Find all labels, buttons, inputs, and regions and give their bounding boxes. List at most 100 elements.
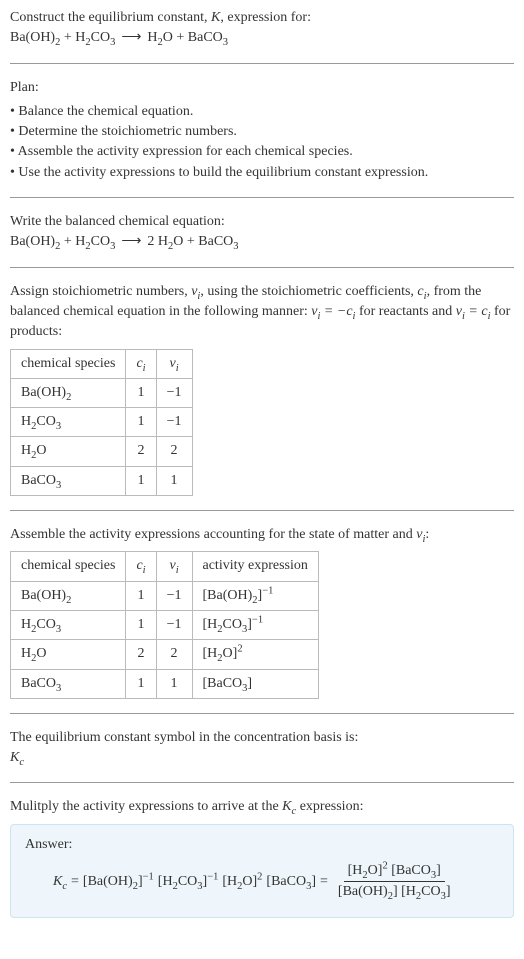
fraction-numerator: [H2O]2 [BaCO3] bbox=[344, 861, 445, 882]
cell-ci: 1 bbox=[126, 610, 156, 639]
cell-species: H2O bbox=[11, 437, 126, 466]
stoich-text-b: , using the stoichiometric coefficients, bbox=[200, 284, 417, 299]
col-activity: activity expression bbox=[192, 552, 318, 581]
table-row: Ba(OH)21−1[Ba(OH)2]−1 bbox=[11, 581, 319, 610]
col-ci: ci bbox=[126, 552, 156, 581]
divider bbox=[10, 782, 514, 783]
answer-term: [Ba(OH)2]−1 bbox=[83, 872, 154, 892]
table-row: BaCO311[BaCO3] bbox=[11, 669, 319, 698]
table-row: H2O22 bbox=[11, 437, 193, 466]
cell-species: H2CO3 bbox=[11, 408, 126, 437]
activity-text: Assemble the activity expressions accoun… bbox=[10, 525, 514, 545]
answer-term: [H2CO3]−1 bbox=[158, 872, 219, 892]
plan-item: Determine the stoichiometric numbers. bbox=[10, 122, 514, 142]
answer-term: [BaCO3] bbox=[266, 872, 316, 892]
plan-block: Plan: Balance the chemical equation. Det… bbox=[10, 78, 514, 183]
activity-text-a: Assemble the activity expressions accoun… bbox=[10, 527, 416, 542]
intro-line: Construct the equilibrium constant, K, e… bbox=[10, 8, 514, 28]
intro-block: Construct the equilibrium constant, K, e… bbox=[10, 8, 514, 49]
plan-heading: Plan: bbox=[10, 78, 514, 98]
divider bbox=[10, 197, 514, 198]
answer-lhs: Kc bbox=[53, 872, 67, 892]
cell-ci: 2 bbox=[126, 437, 156, 466]
stoich-ci: ci bbox=[417, 284, 426, 299]
col-ci: ci bbox=[126, 349, 156, 378]
cell-species: Ba(OH)2 bbox=[11, 581, 126, 610]
intro-equation: Ba(OH)2 + H2CO3⟶H2O + BaCO3 bbox=[10, 28, 514, 48]
stoich-block: Assign stoichiometric numbers, νi, using… bbox=[10, 282, 514, 496]
intro-k: K bbox=[211, 10, 220, 25]
activity-table: chemical species ci νi activity expressi… bbox=[10, 551, 319, 698]
divider bbox=[10, 510, 514, 511]
activity-text-b: : bbox=[425, 527, 429, 542]
final-block: Mulitply the activity expressions to arr… bbox=[10, 797, 514, 817]
table-row: H2CO31−1 bbox=[11, 408, 193, 437]
col-nu: νi bbox=[156, 552, 192, 581]
cell-ci: 2 bbox=[126, 640, 156, 669]
cell-ci: 1 bbox=[126, 408, 156, 437]
table-row: BaCO311 bbox=[11, 466, 193, 495]
table-header-row: chemical species ci νi activity expressi… bbox=[11, 552, 319, 581]
stoich-table: chemical species ci νi Ba(OH)21−1 H2CO31… bbox=[10, 349, 193, 496]
equals: = bbox=[71, 872, 79, 892]
final-kc: Kc bbox=[282, 799, 296, 814]
equals: = bbox=[320, 872, 328, 892]
cell-nu: 2 bbox=[156, 437, 192, 466]
intro-post: , expression for: bbox=[220, 10, 311, 25]
plan-item: Balance the chemical equation. bbox=[10, 102, 514, 122]
table-header-row: chemical species ci νi bbox=[11, 349, 193, 378]
cell-ci: 1 bbox=[126, 466, 156, 495]
cell-nu: 2 bbox=[156, 640, 192, 669]
cell-ci: 1 bbox=[126, 378, 156, 407]
table-row: H2CO31−1[H2CO3]−1 bbox=[11, 610, 319, 639]
balanced-block: Write the balanced chemical equation: Ba… bbox=[10, 212, 514, 253]
cell-ci: 1 bbox=[126, 581, 156, 610]
divider bbox=[10, 267, 514, 268]
answer-term: [H2O]2 bbox=[222, 872, 262, 892]
cell-species: Ba(OH)2 bbox=[11, 378, 126, 407]
balanced-equation: Ba(OH)2 + H2CO3⟶2 H2O + BaCO3 bbox=[10, 232, 514, 252]
stoich-rel-react: νi = −ci bbox=[311, 304, 355, 319]
col-species: chemical species bbox=[11, 349, 126, 378]
cell-activity: [Ba(OH)2]−1 bbox=[192, 581, 318, 610]
col-nu: νi bbox=[156, 349, 192, 378]
balanced-heading: Write the balanced chemical equation: bbox=[10, 212, 514, 232]
final-text-a: Mulitply the activity expressions to arr… bbox=[10, 799, 282, 814]
cell-nu: −1 bbox=[156, 408, 192, 437]
cell-nu: −1 bbox=[156, 581, 192, 610]
cell-species: BaCO3 bbox=[11, 466, 126, 495]
plan-item: Use the activity expressions to build th… bbox=[10, 163, 514, 183]
fraction-denominator: [Ba(OH)2] [H2CO3] bbox=[334, 882, 455, 902]
col-species: chemical species bbox=[11, 552, 126, 581]
plan-item: Assemble the activity expression for eac… bbox=[10, 142, 514, 162]
stoich-nu: νi bbox=[191, 284, 200, 299]
cell-nu: 1 bbox=[156, 466, 192, 495]
cell-nu: −1 bbox=[156, 378, 192, 407]
kc-symbol: Kc bbox=[10, 748, 514, 768]
kc-symbol-block: The equilibrium constant symbol in the c… bbox=[10, 728, 514, 769]
answer-label: Answer: bbox=[25, 835, 499, 855]
activity-block: Assemble the activity expressions accoun… bbox=[10, 525, 514, 699]
table-row: Ba(OH)21−1 bbox=[11, 378, 193, 407]
divider bbox=[10, 63, 514, 64]
kc-symbol-text: The equilibrium constant symbol in the c… bbox=[10, 728, 514, 748]
cell-nu: 1 bbox=[156, 669, 192, 698]
cell-species: H2O bbox=[11, 640, 126, 669]
answer-equation: Kc = [Ba(OH)2]−1 [H2CO3]−1 [H2O]2 [BaCO3… bbox=[25, 861, 499, 903]
cell-activity: [H2CO3]−1 bbox=[192, 610, 318, 639]
cell-ci: 1 bbox=[126, 669, 156, 698]
stoich-text: Assign stoichiometric numbers, νi, using… bbox=[10, 282, 514, 343]
divider bbox=[10, 713, 514, 714]
cell-nu: −1 bbox=[156, 610, 192, 639]
cell-activity: [H2O]2 bbox=[192, 640, 318, 669]
cell-species: H2CO3 bbox=[11, 610, 126, 639]
final-text-b: expression: bbox=[296, 799, 363, 814]
stoich-text-d: for reactants and bbox=[355, 304, 455, 319]
cell-species: BaCO3 bbox=[11, 669, 126, 698]
answer-fraction: [H2O]2 [BaCO3] [Ba(OH)2] [H2CO3] bbox=[334, 861, 455, 903]
stoich-text-a: Assign stoichiometric numbers, bbox=[10, 284, 191, 299]
answer-box: Answer: Kc = [Ba(OH)2]−1 [H2CO3]−1 [H2O]… bbox=[10, 824, 514, 918]
stoich-rel-prod: νi = ci bbox=[456, 304, 491, 319]
intro-pre: Construct the equilibrium constant, bbox=[10, 10, 211, 25]
table-row: H2O22[H2O]2 bbox=[11, 640, 319, 669]
